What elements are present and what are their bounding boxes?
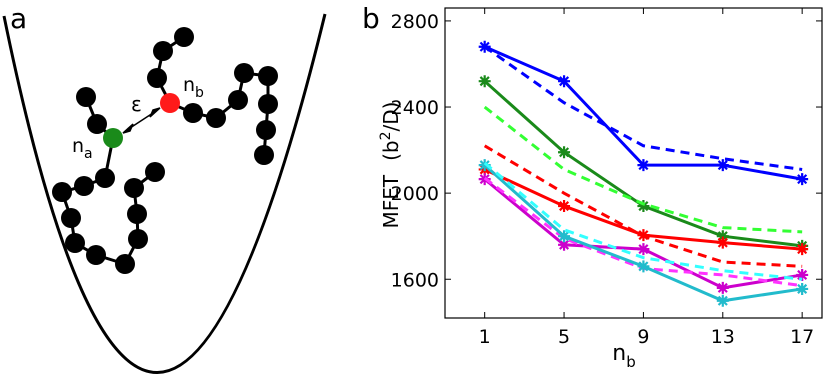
plot-frame (444, 7, 823, 319)
marker (637, 159, 650, 172)
series-line (483, 144, 803, 268)
marker (716, 236, 729, 249)
y-tick-label: 2400 (391, 97, 439, 119)
label-sub: b (626, 353, 636, 371)
marker (796, 268, 809, 281)
marker (796, 243, 809, 256)
label-sub: b (195, 85, 204, 101)
bead (147, 68, 167, 88)
bead (87, 114, 107, 134)
bead (228, 90, 248, 110)
marker (716, 230, 729, 243)
bead (95, 168, 115, 188)
panel-label: a (10, 2, 27, 35)
marker (637, 243, 650, 256)
label-sup: 2 (378, 131, 394, 140)
y-axis-label: MFET (b2/D) (378, 102, 403, 229)
x-axis-label: nb (612, 341, 635, 371)
diagram: a (2, 2, 327, 374)
marker (796, 282, 809, 295)
bead (254, 145, 274, 165)
marker (558, 230, 571, 243)
label-sub: a (84, 146, 93, 162)
marker (558, 238, 571, 251)
bead (258, 66, 278, 86)
y-tick-label: 2800 (391, 11, 439, 33)
bead-label: na (72, 135, 93, 162)
bead (145, 162, 165, 182)
label-base: n (72, 135, 84, 157)
label-base: n (612, 341, 626, 366)
bead (234, 63, 254, 83)
epsilon-label: ε (131, 92, 142, 116)
bead (256, 120, 276, 140)
marker (716, 281, 729, 294)
panel-label: b (362, 2, 380, 35)
bead (183, 103, 203, 123)
bead-a (103, 128, 123, 148)
marker (478, 159, 491, 172)
y-tick-label: 2000 (391, 183, 439, 205)
y-tick-label: 1600 (391, 269, 439, 291)
bead (124, 178, 144, 198)
marker (558, 146, 571, 159)
bead-label: nb (183, 74, 204, 101)
x-tick-label: 5 (558, 326, 570, 348)
potential-well (2, 13, 327, 374)
bead (127, 204, 147, 224)
bead (153, 41, 173, 61)
bead (65, 233, 85, 253)
marker (558, 75, 571, 88)
marker (478, 40, 491, 53)
bead (258, 94, 278, 114)
bead-b (160, 93, 180, 113)
label-base: n (183, 74, 195, 96)
series-line (483, 105, 803, 234)
marker (716, 294, 729, 307)
x-tick-label: 13 (711, 326, 735, 348)
label-main: MFET (379, 174, 403, 228)
bead (115, 254, 135, 274)
label-unit: /D) (379, 102, 403, 132)
bead (206, 108, 226, 128)
marker (637, 260, 650, 273)
bead (174, 27, 194, 47)
x-tick-label: 1 (479, 326, 491, 348)
marker (716, 159, 729, 172)
bead (52, 182, 72, 202)
marker (796, 173, 809, 186)
interaction-arrow (122, 107, 161, 134)
bead (128, 229, 148, 249)
bead (86, 245, 106, 265)
x-tick-label: 9 (637, 326, 649, 348)
bead (61, 208, 81, 228)
series-line (483, 161, 803, 281)
marker (558, 200, 571, 213)
marker (478, 75, 491, 88)
bead (74, 176, 94, 196)
marker (637, 200, 650, 213)
x-tick-label: 17 (790, 326, 814, 348)
beads (52, 27, 278, 274)
series-line (483, 45, 803, 171)
bead (76, 87, 96, 107)
label-unit: (b (379, 140, 403, 161)
